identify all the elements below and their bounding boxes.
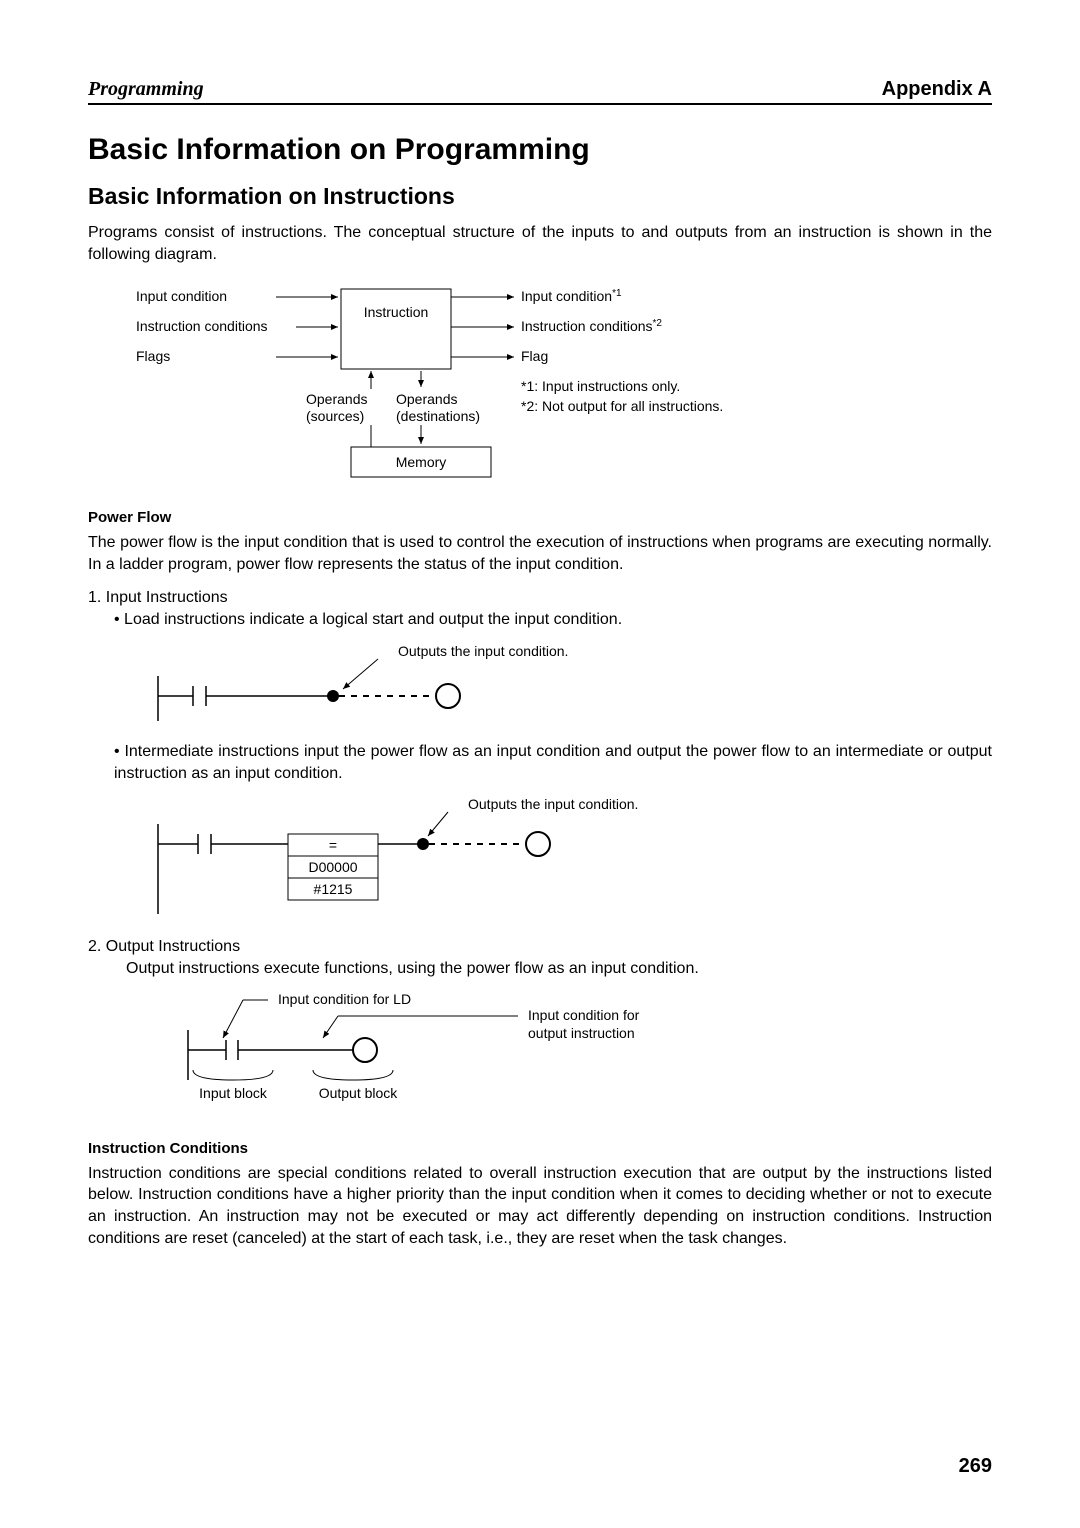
list-item-2-text: Output instructions execute functions, u… xyxy=(126,958,992,980)
diag3-label: Outputs the input condition. xyxy=(468,796,638,812)
load-instruction-diagram: Outputs the input condition. xyxy=(148,641,648,731)
note-1: *1: Input instructions only. xyxy=(521,378,680,394)
diag4-label-out2: output instruction xyxy=(528,1025,635,1041)
left-label-3: Flags xyxy=(136,348,170,364)
instruction-conditions-heading: Instruction Conditions xyxy=(88,1140,992,1157)
operands-dst-top: Operands xyxy=(396,391,457,407)
list-item-2: 2. Output Instructions xyxy=(88,938,992,956)
power-flow-heading: Power Flow xyxy=(88,509,992,526)
list-item-1-bullet-2: • Intermediate instructions input the po… xyxy=(114,741,992,784)
page-header: Programming Appendix A xyxy=(88,78,992,105)
operands-dst-bot: (destinations) xyxy=(396,408,480,424)
intro-paragraph: Programs consist of instructions. The co… xyxy=(88,222,992,265)
header-left: Programming xyxy=(88,78,204,101)
diag3-row2: D00000 xyxy=(308,859,357,875)
operands-src-bot: (sources) xyxy=(306,408,364,424)
diag4-label-ld: Input condition for LD xyxy=(278,991,411,1007)
operands-src-top: Operands xyxy=(306,391,367,407)
memory-box-label: Memory xyxy=(396,454,447,470)
diag3-row1: = xyxy=(329,837,337,853)
page-title-h1: Basic Information on Programming xyxy=(88,133,992,167)
intermediate-instruction-diagram: Outputs the input condition. = D00000 #1… xyxy=(148,794,708,924)
left-label-2: Instruction conditions xyxy=(136,318,268,334)
page-number: 269 xyxy=(959,1455,992,1478)
list-item-1: 1. Input Instructions xyxy=(88,589,992,607)
section-title-h2: Basic Information on Instructions xyxy=(88,183,992,210)
left-label-1: Input condition xyxy=(136,288,227,304)
instruction-box-label: Instruction xyxy=(364,304,429,320)
right-label-1: Input condition*1 xyxy=(521,288,622,304)
diag4-label-out1: Input condition for xyxy=(528,1007,640,1023)
power-flow-text: The power flow is the input condition th… xyxy=(88,532,992,575)
right-label-3: Flag xyxy=(521,348,548,364)
diag3-row3: #1215 xyxy=(314,881,353,897)
note-2: *2: Not output for all instructions. xyxy=(521,398,723,414)
output-instruction-diagram: Input condition for LD Input condition f… xyxy=(158,990,718,1120)
instruction-structure-diagram: Input condition Instruction conditions F… xyxy=(116,279,876,489)
diag4-input-block: Input block xyxy=(199,1085,268,1101)
diag4-output-block: Output block xyxy=(319,1085,399,1101)
list-item-1-bullet-1: • Load instructions indicate a logical s… xyxy=(114,609,992,631)
header-right: Appendix A xyxy=(882,78,992,101)
diag2-label: Outputs the input condition. xyxy=(398,643,568,659)
instruction-conditions-text: Instruction conditions are special condi… xyxy=(88,1163,992,1249)
right-label-2: Instruction conditions*2 xyxy=(521,318,662,334)
